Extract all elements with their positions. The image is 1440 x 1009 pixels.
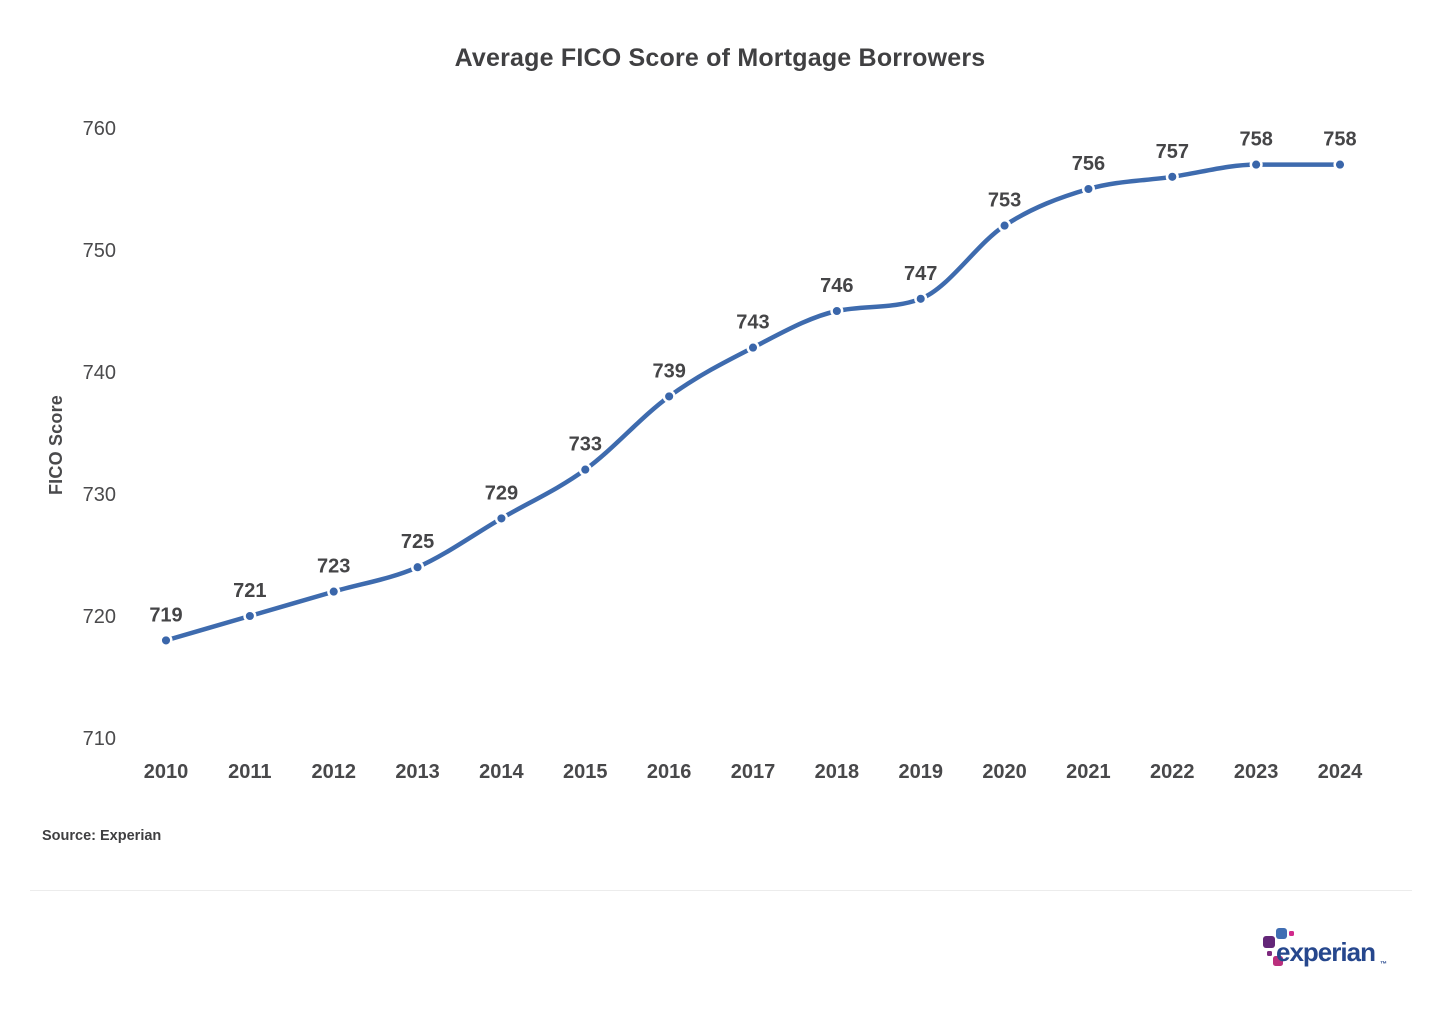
data-point-label: 758 bbox=[1323, 129, 1356, 151]
data-point bbox=[830, 304, 844, 318]
x-tick-label: 2016 bbox=[647, 761, 692, 783]
logo-square-pink-icon bbox=[1273, 956, 1283, 966]
data-point-label: 739 bbox=[652, 360, 685, 382]
x-tick-label: 2020 bbox=[982, 761, 1027, 783]
data-point-label: 758 bbox=[1239, 129, 1272, 151]
x-tick-label: 2012 bbox=[311, 761, 356, 783]
x-tick-label: 2023 bbox=[1234, 761, 1279, 783]
data-point bbox=[1249, 158, 1263, 172]
y-tick-label: 710 bbox=[83, 728, 116, 750]
y-tick-label: 720 bbox=[83, 606, 116, 628]
data-point bbox=[746, 341, 760, 355]
data-point-label: 746 bbox=[820, 275, 853, 297]
y-tick-label: 740 bbox=[83, 362, 116, 384]
data-point-label: 723 bbox=[317, 556, 350, 578]
data-point bbox=[1081, 182, 1095, 196]
data-point bbox=[494, 511, 508, 525]
x-tick-label: 2015 bbox=[563, 761, 608, 783]
data-point bbox=[243, 609, 257, 623]
data-point bbox=[1333, 158, 1347, 172]
source-note: Source: Experian bbox=[42, 828, 162, 844]
chart-title: Average FICO Score of Mortgage Borrowers bbox=[454, 44, 986, 72]
data-point-label: 721 bbox=[233, 580, 266, 602]
data-point bbox=[578, 463, 592, 477]
data-point-label: 725 bbox=[401, 531, 434, 553]
logo-square-purple-icon bbox=[1263, 936, 1275, 948]
data-point bbox=[1165, 170, 1179, 184]
data-point-label: 729 bbox=[485, 482, 518, 504]
data-point bbox=[914, 292, 928, 306]
data-point-label: 753 bbox=[988, 190, 1021, 212]
data-point-label: 747 bbox=[904, 263, 937, 285]
data-point bbox=[662, 389, 676, 403]
data-point bbox=[411, 560, 425, 574]
x-tick-label: 2011 bbox=[228, 761, 271, 783]
experian-logo: experian ™ bbox=[1262, 925, 1402, 983]
footer-divider bbox=[30, 890, 1412, 891]
x-tick-label: 2010 bbox=[144, 761, 189, 783]
y-axis-title: FICO Score bbox=[46, 395, 66, 495]
y-tick-label: 730 bbox=[83, 484, 116, 506]
experian-wordmark: experian bbox=[1276, 937, 1376, 967]
x-tick-label: 2024 bbox=[1318, 761, 1363, 783]
x-tick-label: 2018 bbox=[815, 761, 860, 783]
experian-trademark: ™ bbox=[1380, 961, 1387, 968]
data-point-label: 719 bbox=[149, 604, 182, 626]
logo-square-purple-small-icon bbox=[1267, 951, 1272, 956]
logo-square-blue-icon bbox=[1276, 928, 1287, 939]
data-point-label: 757 bbox=[1156, 141, 1189, 163]
x-tick-label: 2022 bbox=[1150, 761, 1195, 783]
data-point bbox=[159, 633, 173, 647]
x-tick-label: 2014 bbox=[479, 761, 524, 783]
data-point-label: 743 bbox=[736, 312, 769, 334]
y-tick-label: 750 bbox=[83, 240, 116, 262]
data-point bbox=[327, 585, 341, 599]
logo-square-magenta-icon bbox=[1289, 931, 1294, 936]
fico-line-chart: 760 750 740 730 720 710 FICO Score 2010 2011 2012… bbox=[46, 118, 1363, 783]
data-point-label: 733 bbox=[569, 434, 602, 456]
x-tick-label: 2013 bbox=[395, 761, 440, 783]
x-tick-label: 2019 bbox=[898, 761, 943, 783]
x-tick-label: 2017 bbox=[731, 761, 776, 783]
data-point-label: 756 bbox=[1072, 153, 1105, 175]
y-tick-label: 760 bbox=[83, 118, 116, 140]
data-point bbox=[998, 219, 1012, 233]
x-tick-label: 2021 bbox=[1066, 761, 1111, 783]
